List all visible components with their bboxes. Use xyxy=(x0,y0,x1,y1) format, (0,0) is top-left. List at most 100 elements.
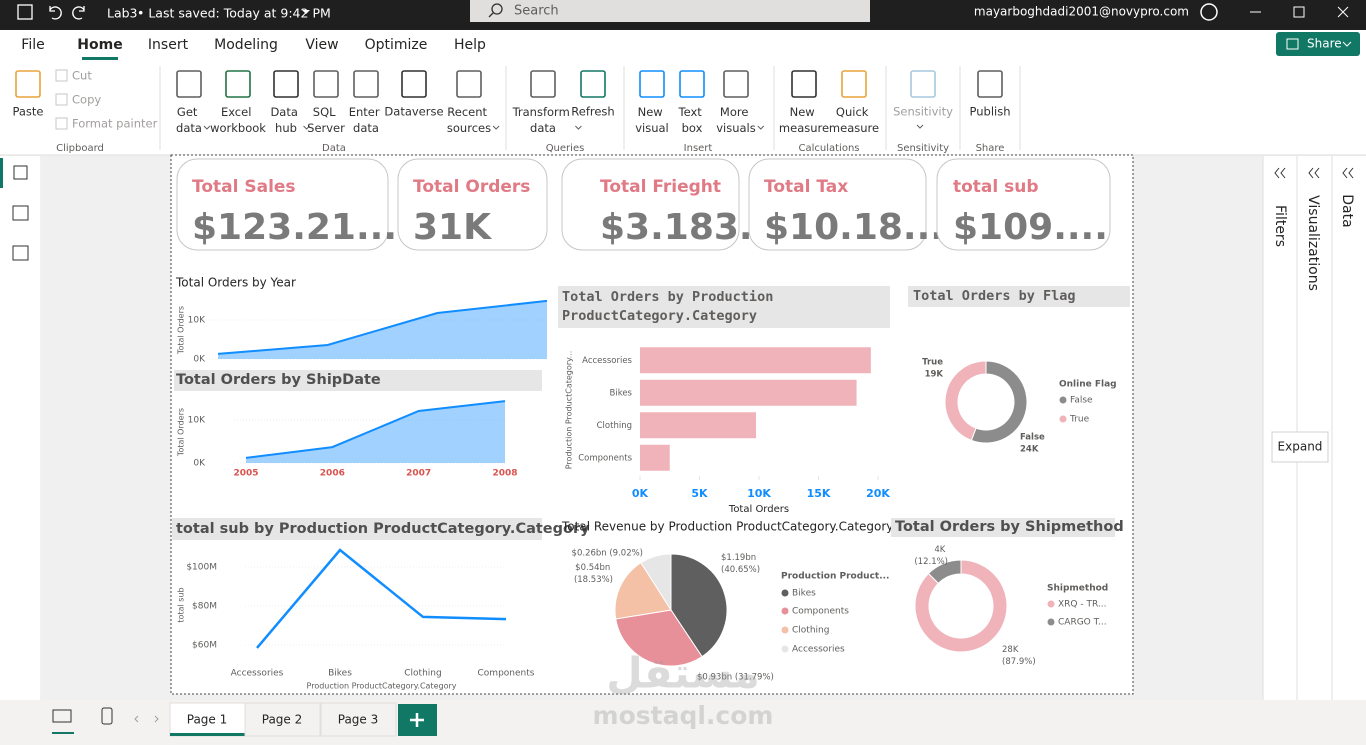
data-label-category: True xyxy=(922,358,943,368)
dropdown-chevron xyxy=(916,124,924,129)
page-tab[interactable] xyxy=(244,702,321,737)
ribbon-button[interactable]: Quick measure xyxy=(829,105,879,135)
user-email: mayarboghdadi2001@novypro.com xyxy=(974,5,1189,19)
report-view-icon[interactable] xyxy=(13,165,28,180)
expand-visualizations[interactable] xyxy=(1308,167,1320,179)
visualizations-pane-label[interactable]: Visualizations xyxy=(1305,195,1321,291)
page-scroll[interactable] xyxy=(134,715,159,723)
ribbon-button[interactable]: Cut xyxy=(72,69,92,83)
ribbon-button[interactable]: New measure xyxy=(779,105,829,135)
legend-swatch xyxy=(781,626,789,634)
area-line xyxy=(217,299,548,355)
x-tick-label: 2008 xyxy=(492,469,517,479)
ribbon-button[interactable]: Get data xyxy=(176,105,202,135)
legend-item[interactable]: CARGO T... xyxy=(1058,618,1107,628)
ribbon-icon xyxy=(225,70,251,98)
model-view-icon[interactable] xyxy=(12,245,29,261)
legend-item[interactable]: False xyxy=(1070,396,1093,406)
slice xyxy=(615,609,703,667)
x-axis-title: Total Orders xyxy=(728,504,789,515)
bar xyxy=(640,444,670,471)
menu-tab[interactable]: View xyxy=(305,37,338,53)
menu-tab[interactable]: Optimize xyxy=(365,37,428,53)
ribbon-button[interactable]: New visual xyxy=(635,105,669,135)
ribbon-button[interactable]: More visuals xyxy=(716,105,756,135)
legend-item[interactable]: Bikes xyxy=(792,589,816,599)
visual-title: Total Orders by Year xyxy=(175,276,296,290)
save-icon[interactable] xyxy=(17,4,33,20)
legend-title: Production Product... xyxy=(781,572,889,582)
ribbon-button[interactable]: Paste xyxy=(12,105,43,119)
ribbon-button[interactable]: Recent sources xyxy=(447,105,491,135)
ribbon-icon xyxy=(723,70,749,98)
bar xyxy=(640,379,857,406)
x-tick-label: 2005 xyxy=(233,469,258,479)
undo-icon[interactable] xyxy=(49,6,62,20)
visual-title-bg xyxy=(908,286,1130,307)
share-label[interactable]: Share xyxy=(1307,37,1342,51)
visual-title: Total Revenue by Production ProductCateg… xyxy=(561,520,893,534)
y-tick-label: $80M xyxy=(192,602,217,612)
legend-item[interactable]: Accessories xyxy=(792,645,845,655)
page-tab-label[interactable]: Page 3 xyxy=(338,713,379,727)
ribbon-group-label: Clipboard xyxy=(56,143,104,154)
ribbon-button[interactable]: Dataverse xyxy=(384,105,443,119)
ribbon-button[interactable]: Sensitivity xyxy=(893,105,953,119)
mobile-layout-icon[interactable] xyxy=(101,707,113,725)
dropdown-icon[interactable] xyxy=(302,10,310,14)
page-tab-label[interactable]: Page 1 xyxy=(187,713,228,727)
desktop-layout-icon[interactable] xyxy=(52,709,72,723)
ribbon-icon xyxy=(401,70,427,98)
legend-item[interactable]: XRQ - TR... xyxy=(1058,600,1107,610)
ribbon-button[interactable]: Excel workbook xyxy=(210,105,266,135)
share-button[interactable] xyxy=(1276,32,1360,56)
ribbon-button[interactable]: Format painter xyxy=(72,117,158,131)
table-view-icon[interactable] xyxy=(12,205,29,221)
ribbon-button[interactable]: Text box xyxy=(678,105,706,135)
menu-tab[interactable]: File xyxy=(21,37,44,53)
active-page-underline xyxy=(170,733,245,736)
data-label: 24K xyxy=(1020,445,1039,455)
legend-item[interactable]: Components xyxy=(792,607,849,617)
y-tick-label: 0K xyxy=(193,459,206,469)
legend-item[interactable]: True xyxy=(1069,415,1090,425)
legend-title: Online Flag xyxy=(1059,380,1117,390)
legend-item[interactable]: Clothing xyxy=(792,626,829,636)
ribbon-button[interactable]: Refresh xyxy=(571,105,614,119)
share-chevron xyxy=(1342,41,1352,47)
ribbon-button[interactable]: Data hub xyxy=(270,105,301,135)
visual-title: Total Orders by Production ProductCatego… xyxy=(562,289,781,324)
expand-filters[interactable] xyxy=(1274,167,1286,179)
ribbon-groups: Clipboard Paste Cut Copy Format painter Data G… xyxy=(12,66,1021,154)
close-button[interactable] xyxy=(1337,6,1349,18)
legend-swatch xyxy=(781,607,789,615)
expand-data[interactable] xyxy=(1342,167,1354,179)
ribbon-button[interactable]: Enter data xyxy=(349,105,384,135)
kpi-card xyxy=(748,158,927,251)
ribbon-button[interactable]: Copy xyxy=(72,93,101,107)
kpi-value: $123.21... xyxy=(192,207,397,248)
ribbon-small-icon xyxy=(55,117,68,130)
ribbon-button[interactable]: Transform data xyxy=(512,105,574,135)
ribbon-button[interactable]: Publish xyxy=(970,105,1011,119)
data-pane-label[interactable]: Data xyxy=(1339,194,1355,227)
user-avatar[interactable] xyxy=(1200,3,1218,21)
filters-pane-label[interactable]: Filters xyxy=(1272,205,1288,247)
page-tab[interactable] xyxy=(320,702,397,737)
menu-tab[interactable]: Home xyxy=(77,37,122,53)
page-tab[interactable] xyxy=(169,702,246,737)
legend-title: Shipmethod xyxy=(1047,584,1108,594)
dropdown-chevron xyxy=(575,125,582,130)
data-label: $0.26bn (9.02%) xyxy=(572,549,643,559)
redo-icon[interactable] xyxy=(72,6,85,20)
search-box[interactable] xyxy=(470,0,870,22)
menu-tab[interactable]: Help xyxy=(454,37,486,53)
menu-tabs: File Home Insert Modeling View Optimize Help xyxy=(21,37,486,60)
ribbon-button[interactable]: SQL Server xyxy=(307,105,345,135)
menu-tab[interactable]: Insert xyxy=(148,37,189,53)
search-placeholder[interactable]: Search xyxy=(514,4,559,19)
page-tab-label[interactable]: Page 2 xyxy=(262,713,303,727)
y-tick-label: Bikes xyxy=(610,388,633,398)
maximize-button[interactable] xyxy=(1293,6,1305,18)
menu-tab[interactable]: Modeling xyxy=(214,37,278,53)
